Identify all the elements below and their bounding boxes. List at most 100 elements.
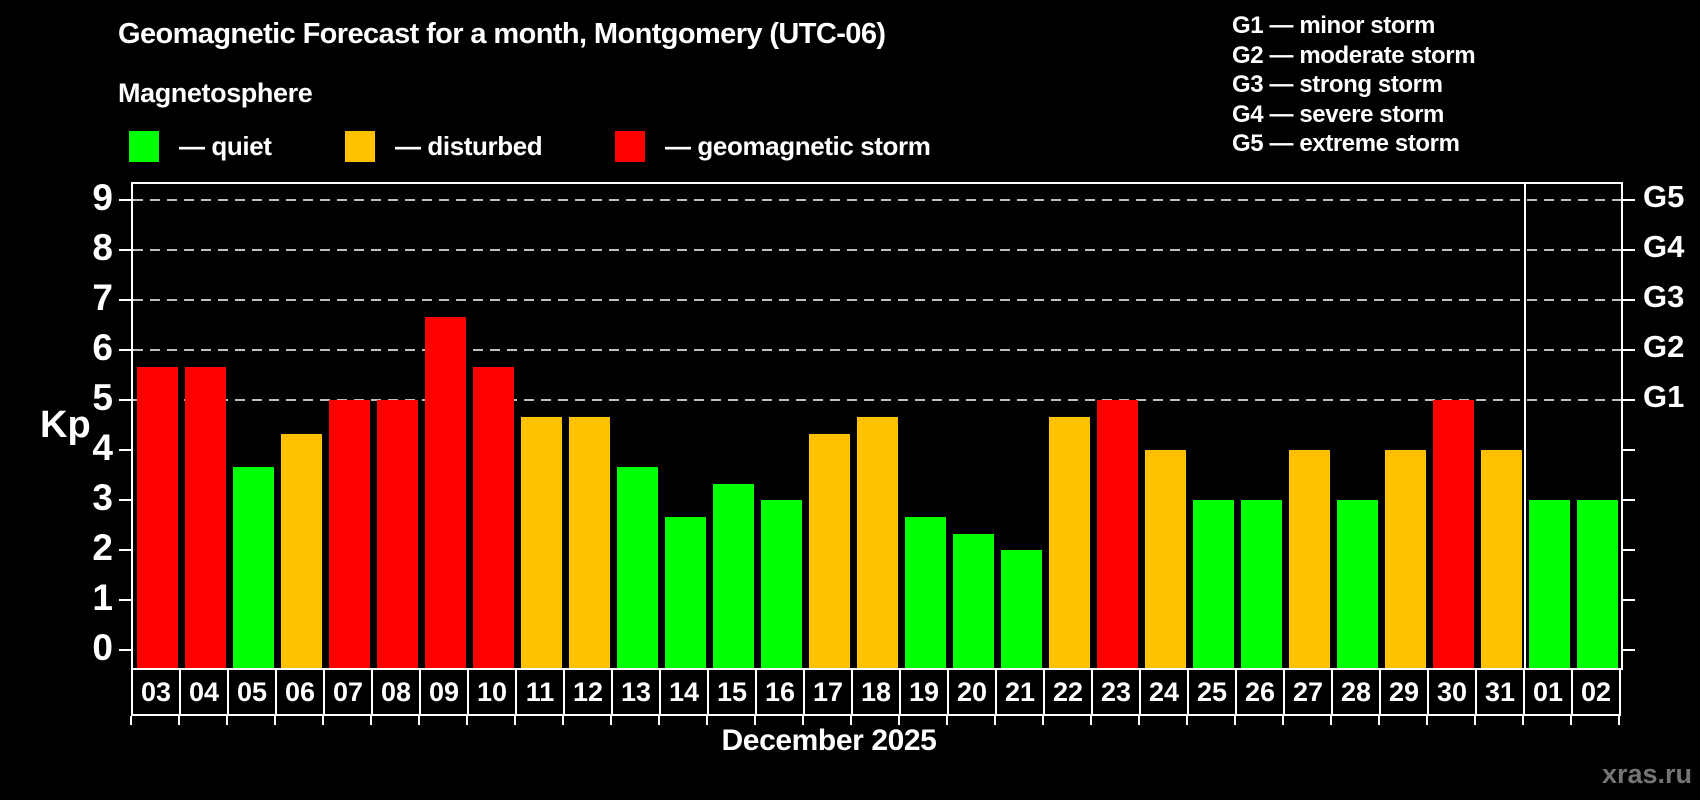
legend-label-quiet: — quiet <box>179 131 272 161</box>
x-axis-boundary-tick <box>226 716 228 725</box>
date-label-02: 02 <box>1571 668 1621 716</box>
bar-day-27 <box>1288 450 1330 668</box>
date-label-18: 18 <box>851 668 901 716</box>
y-axis-tick-8 <box>119 249 131 251</box>
date-label-09: 09 <box>419 668 469 716</box>
y-axis-title: Kp <box>40 404 91 446</box>
x-axis-boundary-tick <box>1378 716 1380 725</box>
date-label-08: 08 <box>371 668 421 716</box>
y-axis-label-3: 3 <box>92 477 113 518</box>
y-axis-tick-3 <box>119 499 131 501</box>
bar-day-20 <box>952 533 994 668</box>
bar-day-06 <box>280 433 322 668</box>
bar-day-31 <box>1480 450 1522 668</box>
right-axis-tick-0 <box>1623 649 1635 651</box>
x-axis-boundary-tick <box>1618 716 1620 725</box>
bar-day-09 <box>424 316 466 668</box>
right-axis-label-g1: G1 <box>1643 379 1685 414</box>
bar-day-03 <box>136 366 178 668</box>
bar-day-04 <box>184 366 226 668</box>
bar-day-02 <box>1576 500 1618 668</box>
x-axis-boundary-tick <box>418 716 420 725</box>
legend-item-disturbed: — disturbed <box>345 131 543 162</box>
date-label-24: 24 <box>1139 668 1189 716</box>
x-axis-boundary-tick <box>1234 716 1236 725</box>
date-label-21: 21 <box>995 668 1045 716</box>
y-axis-tick-0 <box>119 649 131 651</box>
right-axis-label-g2: G2 <box>1643 329 1685 364</box>
x-axis-boundary-tick <box>1474 716 1476 725</box>
x-axis-boundary-tick <box>1570 716 1572 725</box>
x-axis-boundary-tick <box>1426 716 1428 725</box>
month-separator-line <box>1524 184 1526 668</box>
x-axis-boundary-tick <box>898 716 900 725</box>
watermark: xras.ru <box>1601 759 1692 789</box>
bar-day-18 <box>856 416 898 668</box>
bar-day-01 <box>1528 500 1570 668</box>
x-axis-boundary-tick <box>610 716 612 725</box>
bar-day-26 <box>1240 500 1282 668</box>
date-label-01: 01 <box>1523 668 1573 716</box>
right-axis-tick-1 <box>1623 599 1635 601</box>
x-axis-boundary-tick <box>1042 716 1044 725</box>
right-axis-tick-5 <box>1623 399 1635 401</box>
date-label-04: 04 <box>179 668 229 716</box>
storm-scale-g1: G1 — minor storm <box>1232 12 1435 39</box>
magnetosphere-label: Magnetosphere <box>118 78 313 108</box>
x-axis-boundary-tick <box>1186 716 1188 725</box>
date-label-07: 07 <box>323 668 373 716</box>
x-axis-boundary-tick <box>754 716 756 725</box>
right-axis-label-g5: G5 <box>1643 179 1685 214</box>
x-axis-boundary-tick <box>1138 716 1140 725</box>
bar-day-13 <box>616 466 658 668</box>
date-label-10: 10 <box>467 668 517 716</box>
date-label-14: 14 <box>659 668 709 716</box>
x-axis-boundary-tick <box>1522 716 1524 725</box>
gridline-kp7 <box>133 299 1621 301</box>
x-axis-title: December 2025 <box>721 724 937 757</box>
bar-day-07 <box>328 400 370 668</box>
storm-scale-g5: G5 — extreme storm <box>1232 130 1460 157</box>
right-axis-label-g3: G3 <box>1643 279 1685 314</box>
x-axis-boundary-tick <box>514 716 516 725</box>
x-axis-boundary-tick <box>706 716 708 725</box>
legend-item-storm: — geomagnetic storm <box>615 131 931 162</box>
y-axis-tick-2 <box>119 549 131 551</box>
x-axis-boundary-tick <box>658 716 660 725</box>
x-axis-boundary-tick <box>1090 716 1092 725</box>
right-axis-tick-2 <box>1623 549 1635 551</box>
bar-day-17 <box>808 433 850 668</box>
legend-item-quiet: — quiet <box>129 131 272 162</box>
y-axis-tick-1 <box>119 599 131 601</box>
y-axis-label-9: 9 <box>92 177 113 218</box>
y-axis-label-8: 8 <box>92 227 113 268</box>
date-label-27: 27 <box>1283 668 1333 716</box>
right-axis-tick-7 <box>1623 299 1635 301</box>
bar-day-28 <box>1336 500 1378 668</box>
right-axis-tick-9 <box>1623 199 1635 201</box>
x-axis-boundary-tick <box>466 716 468 725</box>
date-label-29: 29 <box>1379 668 1429 716</box>
x-axis-boundary-tick <box>802 716 804 725</box>
date-label-06: 06 <box>275 668 325 716</box>
y-axis-tick-7 <box>119 299 131 301</box>
date-label-13: 13 <box>611 668 661 716</box>
y-axis-tick-6 <box>119 349 131 351</box>
bar-day-19 <box>904 516 946 668</box>
bar-day-10 <box>472 366 514 668</box>
date-label-25: 25 <box>1187 668 1237 716</box>
y-axis-tick-4 <box>119 449 131 451</box>
bar-day-16 <box>760 500 802 668</box>
x-axis-boundary-tick <box>130 716 132 725</box>
x-axis-boundary-tick <box>850 716 852 725</box>
storm-color-swatch <box>615 131 645 162</box>
date-label-31: 31 <box>1475 668 1525 716</box>
y-axis-tick-9 <box>119 199 131 201</box>
x-axis-boundary-tick <box>370 716 372 725</box>
date-label-28: 28 <box>1331 668 1381 716</box>
quiet-color-swatch <box>129 131 159 162</box>
gridline-kp8 <box>133 249 1621 251</box>
gridline-kp5 <box>133 399 1621 401</box>
date-label-17: 17 <box>803 668 853 716</box>
